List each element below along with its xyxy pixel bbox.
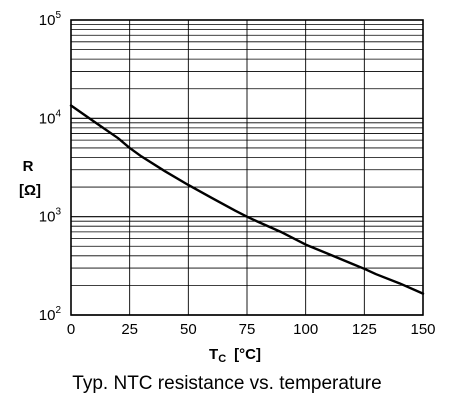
y-tick-base: 10 <box>39 209 56 226</box>
x-tick-label: 75 <box>239 321 256 338</box>
series-layer <box>69 104 425 295</box>
y-tick-label: 103 <box>39 207 62 226</box>
x-tick-label: 125 <box>352 321 377 338</box>
y-tick-base: 10 <box>39 110 56 127</box>
y-tick-base: 10 <box>39 307 56 324</box>
y-axis-unit: [Ω] <box>19 182 41 199</box>
x-tick-labels: 0 25 50 75 100 125 150 <box>67 321 436 338</box>
plot-frame <box>70 19 424 316</box>
series-line <box>69 104 425 295</box>
x-tick-label: 25 <box>121 321 138 338</box>
y-tick-label: 102 <box>39 305 62 324</box>
y-tick-exponent: 2 <box>55 305 61 316</box>
y-tick-label: 104 <box>39 108 62 127</box>
grid-layer <box>70 20 424 316</box>
y-tick-label: 105 <box>39 10 62 29</box>
chart-caption: Typ. NTC resistance vs. temperature <box>72 373 382 394</box>
x-tick-label: 100 <box>293 321 318 338</box>
x-tick-label: 0 <box>67 321 75 338</box>
y-tick-exponent: 5 <box>55 10 61 21</box>
x-tick-label: 150 <box>410 321 435 338</box>
x-axis-label-subscript: C <box>218 353 226 365</box>
y-axis-label: R <box>23 158 34 175</box>
x-tick-label: 50 <box>180 321 197 338</box>
x-axis-label-unit: [°C] <box>234 346 261 363</box>
x-axis-label: TC [°C] <box>209 346 261 365</box>
y-tick-base: 10 <box>39 12 56 29</box>
y-tick-exponent: 4 <box>55 108 61 119</box>
y-tick-exponent: 3 <box>55 207 61 218</box>
x-axis-label-main: T <box>209 346 218 363</box>
